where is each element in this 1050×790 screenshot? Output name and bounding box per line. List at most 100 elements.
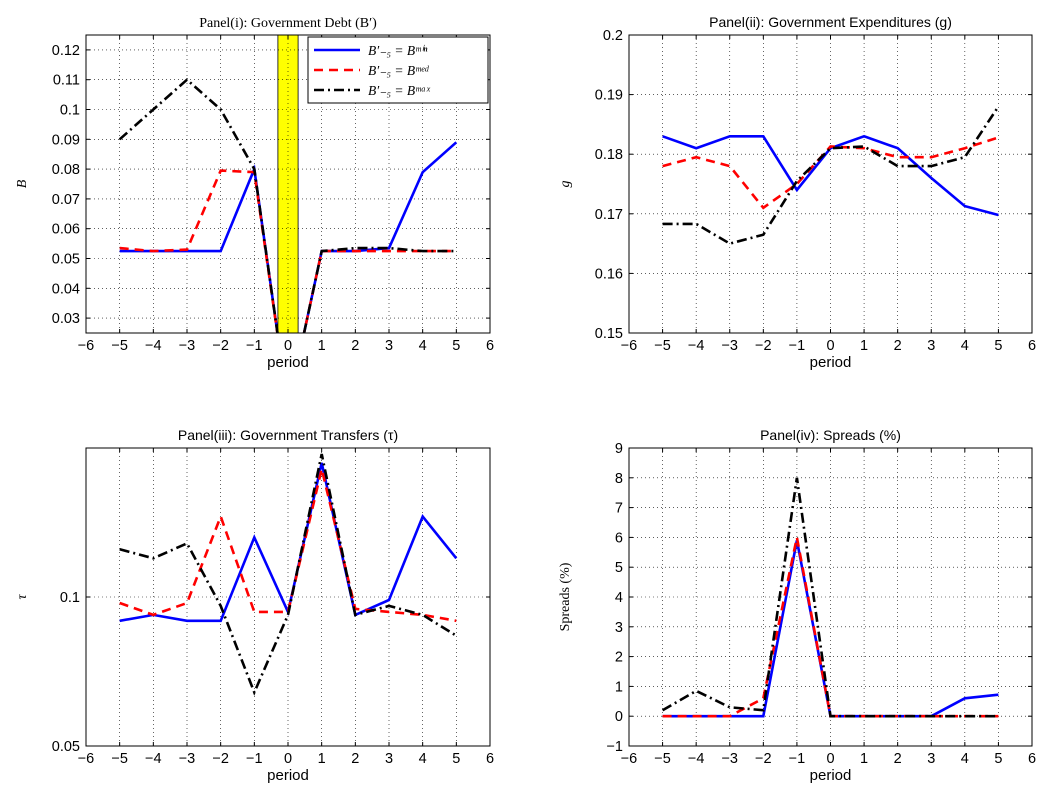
x-tick-label: 1 (318, 338, 326, 354)
y-tick-label: 4 (615, 590, 623, 606)
x-tick-label: −3 (721, 751, 738, 767)
x-tick-label: 0 (284, 751, 292, 767)
x-tick-label: −3 (179, 751, 196, 767)
series-line-3 (662, 105, 1000, 245)
x-tick-label: 4 (419, 751, 427, 767)
x-tick-label: 0 (284, 338, 292, 354)
legend-label-1: B′₋₅ = Bᵐⁱⁿ (368, 43, 428, 58)
x-tick-label: 1 (318, 751, 326, 767)
series-line-2 (662, 136, 999, 210)
x-tick-label: 2 (894, 338, 902, 354)
x-axis-label: period (267, 767, 309, 784)
x-tick-label: −2 (212, 338, 229, 354)
x-tick-label: −3 (179, 338, 196, 354)
series-line-3 (661, 477, 999, 718)
x-tick-label: −1 (246, 338, 263, 354)
x-tick-label: 4 (961, 338, 969, 354)
x-tick-label: −6 (78, 338, 95, 354)
y-tick-label: 0.1 (60, 590, 80, 606)
y-tick-label: 2 (615, 650, 623, 666)
x-tick-label: 4 (419, 338, 427, 354)
x-tick-label: 5 (452, 338, 460, 354)
series-line-3 (118, 77, 457, 333)
y-tick-label: 5 (615, 560, 623, 576)
x-tick-label: 5 (994, 338, 1002, 354)
y-tick-label: 0.05 (52, 252, 80, 268)
x-tick-label: 2 (351, 338, 359, 354)
panel-2: −6 −5 −4 −3 −2 −1 0 1 2 3 4 5 6 0.15 0.16 0.17 0.18 0.19 0… (558, 14, 1036, 371)
y-tick-label: 0.05 (52, 739, 80, 755)
x-tick-label: 4 (961, 751, 969, 767)
x-tick-label: 6 (486, 338, 494, 354)
chart-title: Panel(ii): Government Expenditures (g) (709, 14, 952, 30)
x-tick-label: −1 (789, 338, 806, 354)
x-tick-label: 5 (452, 751, 460, 767)
x-tick-label: 0 (826, 338, 834, 354)
y-axis-label: B (15, 179, 30, 188)
y-tick-label: 0.16 (595, 266, 623, 282)
x-axis-label: period (810, 354, 852, 371)
panel-1: −6 −5 −4 −3 −2 −1 0 1 2 3 4 5 6 0.03 0.04 0.05 0.06 0.07 0… (15, 16, 494, 371)
x-tick-label: 2 (351, 751, 359, 767)
x-tick-label: −1 (789, 751, 806, 767)
legend: B′₋₅ = Bᵐⁱⁿ B′₋₅ = Bᵐᵉᵈ B′₋₅ = Bᵐᵃˣ (307, 36, 489, 104)
x-tick-label: −1 (246, 751, 263, 767)
x-tick-label: 3 (385, 751, 393, 767)
x-tick-label: −2 (212, 751, 229, 767)
series-line-2 (119, 468, 457, 623)
x-tick-label: −4 (145, 338, 162, 354)
y-tick-label: 0.1 (60, 103, 80, 119)
x-axis-label: period (810, 767, 852, 784)
y-tick-label: 0.17 (595, 207, 623, 223)
x-axis-label: period (267, 354, 309, 371)
x-tick-label: 3 (927, 338, 935, 354)
y-tick-label: 0.11 (53, 73, 80, 89)
legend-label-3: B′₋₅ = Bᵐᵃˣ (368, 83, 431, 98)
y-tick-label: 0.19 (595, 88, 623, 104)
x-tick-label: 6 (486, 751, 494, 767)
legend-label-2: B′₋₅ = Bᵐᵉᵈ (368, 63, 429, 78)
x-tick-label: −6 (621, 751, 638, 767)
chart-title: Panel(i): Government Debt (B′) (199, 16, 377, 31)
x-tick-label: 3 (385, 338, 393, 354)
series-line-2 (119, 169, 457, 333)
x-tick-label: −2 (755, 338, 772, 354)
panel-3: −6 −5 −4 −3 −2 −1 0 1 2 3 4 5 6 0.05 0.1 Panel(iii): Go… (15, 427, 494, 784)
x-tick-label: 3 (927, 751, 935, 767)
x-tick-label: −4 (145, 751, 162, 767)
y-tick-label: 3 (615, 620, 623, 636)
y-tick-label: 0.09 (52, 132, 80, 148)
x-tick-label: 6 (1028, 338, 1036, 354)
y-tick-label: 0.06 (52, 222, 80, 238)
x-tick-label: 1 (860, 338, 868, 354)
series-line-1 (119, 141, 458, 333)
y-tick-label: 0.12 (52, 43, 80, 59)
y-tick-label: 9 (615, 441, 623, 457)
x-tick-label: −2 (755, 751, 772, 767)
y-tick-label: −1 (606, 739, 623, 755)
chart-title: Panel(iv): Spreads (%) (760, 427, 901, 443)
x-tick-label: 6 (1028, 751, 1036, 767)
y-axis-label: τ (15, 594, 30, 600)
chart-title: Panel(iii): Government Transfers (τ) (178, 427, 398, 443)
y-tick-label: 0.15 (595, 326, 623, 342)
x-tick-label: −5 (111, 338, 128, 354)
x-tick-label: 5 (994, 751, 1002, 767)
x-tick-label: −3 (721, 338, 738, 354)
y-tick-label: 0.2 (603, 28, 623, 44)
y-tick-label: 0.03 (52, 311, 80, 327)
x-tick-label: 1 (860, 751, 868, 767)
x-tick-label: −5 (111, 751, 128, 767)
y-tick-label: 8 (615, 471, 623, 487)
y-tick-label: 0.08 (52, 162, 80, 178)
y-axis-label: Spreads (%) (558, 562, 573, 631)
y-tick-label: 1 (615, 679, 623, 695)
x-tick-label: −6 (78, 751, 95, 767)
y-tick-label: 7 (615, 501, 623, 517)
y-tick-label: 0.07 (52, 192, 80, 208)
x-tick-label: −5 (654, 751, 671, 767)
y-tick-label: 0.18 (595, 147, 623, 163)
y-tick-label: 0 (615, 709, 623, 725)
y-tick-label: 0.04 (52, 281, 80, 297)
